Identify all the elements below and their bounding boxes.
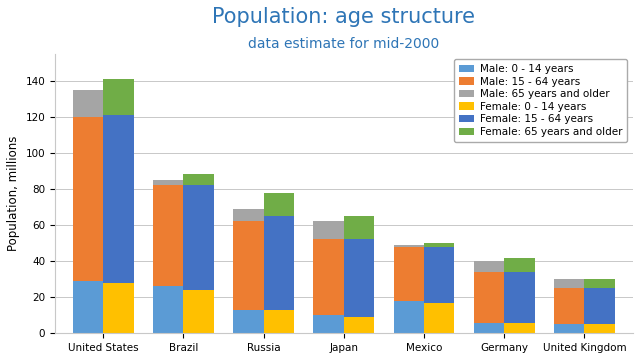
Bar <box>72 117 103 281</box>
Bar <box>584 279 615 288</box>
Bar <box>153 185 183 287</box>
Title: Population: age structure: Population: age structure <box>212 7 476 27</box>
Bar <box>153 180 183 185</box>
Bar <box>314 315 344 333</box>
Bar <box>72 281 103 333</box>
Bar <box>344 239 374 317</box>
Bar <box>474 272 504 323</box>
Bar <box>474 261 504 272</box>
Bar <box>504 323 534 333</box>
Bar <box>344 216 374 239</box>
Bar <box>103 115 134 283</box>
Bar <box>314 221 344 239</box>
Bar <box>314 239 344 315</box>
Bar <box>264 310 294 333</box>
Bar <box>554 279 584 288</box>
Bar <box>233 209 264 221</box>
Bar <box>424 303 454 333</box>
Bar <box>153 287 183 333</box>
Bar <box>264 216 294 310</box>
Bar <box>72 90 103 117</box>
Bar <box>233 310 264 333</box>
Bar <box>474 323 504 333</box>
Bar <box>103 79 134 115</box>
Y-axis label: Population, millions: Population, millions <box>7 136 20 251</box>
Bar <box>554 324 584 333</box>
Bar <box>424 243 454 247</box>
Bar <box>103 283 134 333</box>
Bar <box>504 257 534 272</box>
Bar <box>584 288 615 324</box>
Bar <box>183 290 214 333</box>
Bar <box>394 245 424 247</box>
Bar <box>233 221 264 310</box>
Legend: Male: 0 - 14 years, Male: 15 - 64 years, Male: 65 years and older, Female: 0 - 1: Male: 0 - 14 years, Male: 15 - 64 years,… <box>454 59 627 142</box>
Bar <box>264 193 294 216</box>
Bar <box>554 288 584 324</box>
Bar <box>344 317 374 333</box>
Bar <box>394 247 424 301</box>
Bar <box>584 324 615 333</box>
Bar <box>183 175 214 185</box>
Bar <box>183 185 214 290</box>
Bar <box>504 272 534 323</box>
Bar <box>424 247 454 303</box>
Text: data estimate for mid-2000: data estimate for mid-2000 <box>248 37 440 51</box>
Bar <box>394 301 424 333</box>
